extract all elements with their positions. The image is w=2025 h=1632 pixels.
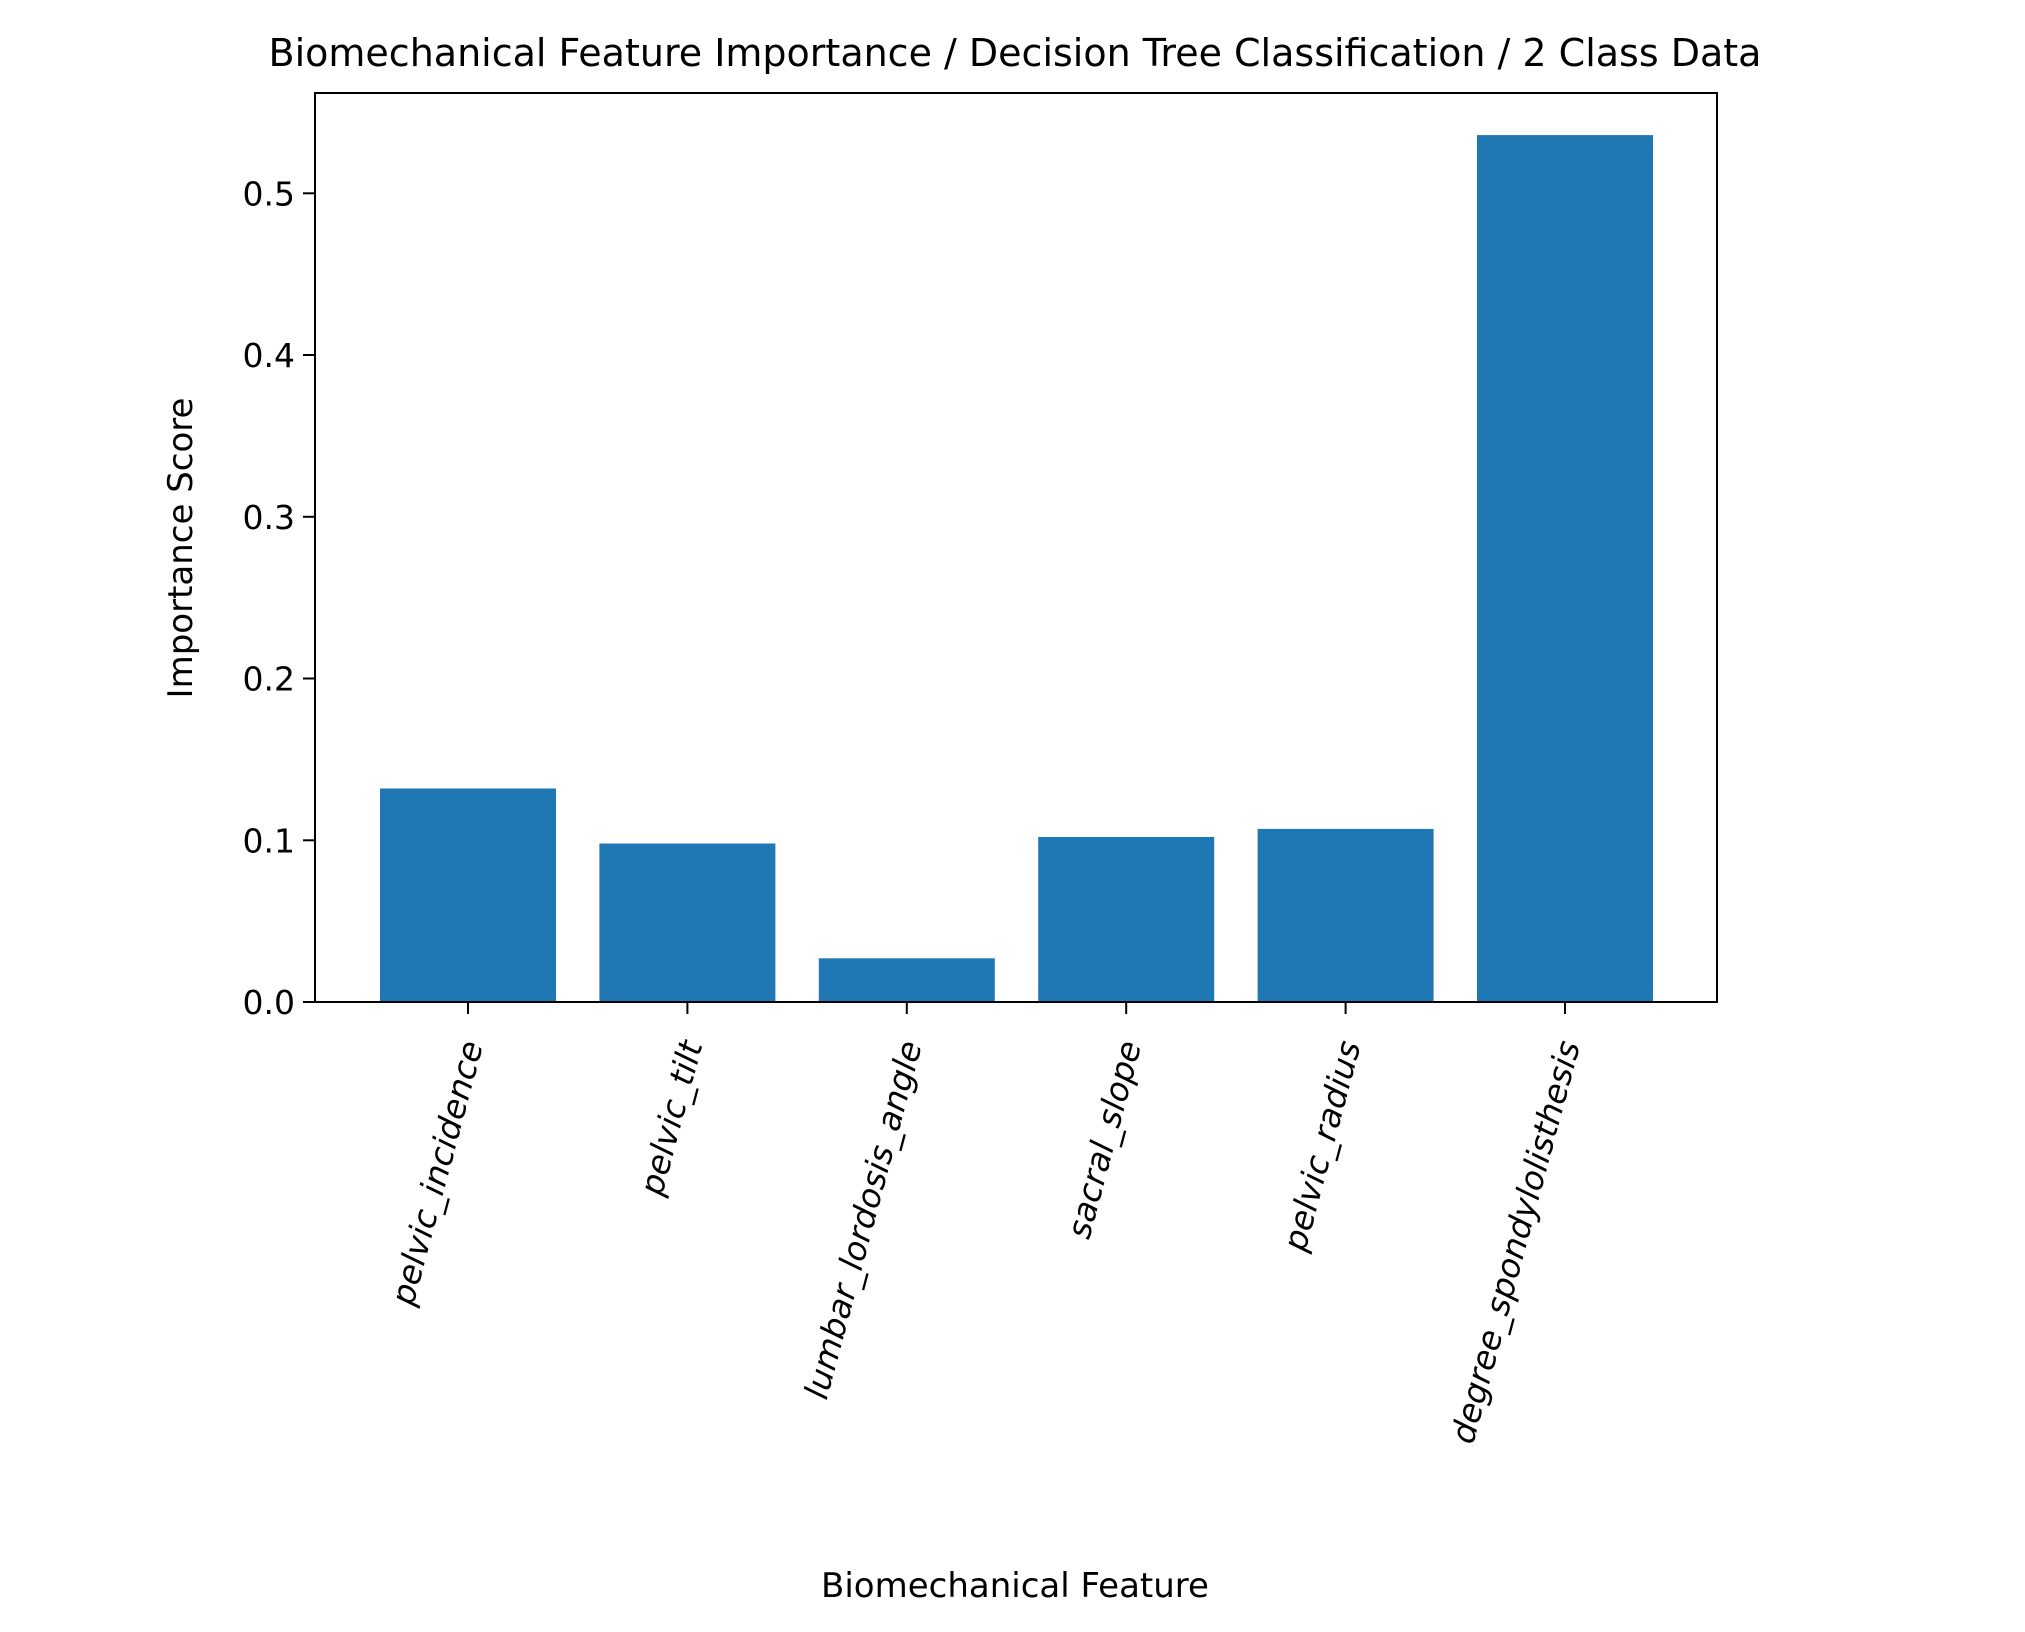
- x-tick-label-pelvic-tilt: pelvic_tilt: [631, 1035, 710, 1200]
- chart-title: Biomechanical Feature Importance / Decis…: [269, 31, 1762, 75]
- x-tick-label-sacral-slope: sacral_slope: [1059, 1036, 1149, 1242]
- bar-lumbar-lordosis-angle: [818, 958, 995, 1002]
- bar-pelvic-incidence: [380, 788, 556, 1002]
- y-tick-label: 0.2: [243, 660, 295, 699]
- x-tick-label-pelvic-incidence: pelvic_incidence: [383, 1036, 491, 1310]
- x-tick-label-pelvic-radius: pelvic_radius: [1275, 1036, 1369, 1255]
- y-tick-label: 0.5: [243, 174, 295, 213]
- plot-frame: [314, 92, 1718, 1003]
- y-axis-ticks: 0.0 0.1 0.2 0.3 0.4 0.5: [243, 174, 315, 1022]
- y-tick-label: 0.0: [243, 983, 295, 1022]
- x-tick-label-lumbar-lordosis-angle: lumbar_lordosis_angle: [796, 1036, 929, 1403]
- x-axis-ticks: pelvic_incidence pelvic_tilt lumbar_lordos…: [383, 1002, 1588, 1448]
- bar-pelvic-radius: [1257, 828, 1434, 1002]
- y-tick-label: 0.1: [243, 821, 295, 860]
- bar-sacral-slope: [1038, 837, 1215, 1002]
- bar-degree-spondylolisthesis: [1477, 135, 1653, 1003]
- y-tick-label: 0.3: [243, 498, 295, 537]
- x-axis-label: Biomechanical Feature: [821, 1566, 1209, 1606]
- x-tick-label-degree-spondylolisthesis: degree_spondylolisthesis: [1443, 1036, 1588, 1447]
- bar-pelvic-tilt: [599, 843, 776, 1002]
- y-axis-label: Importance Score: [161, 398, 201, 699]
- bars-group: [380, 135, 1653, 1003]
- y-tick-label: 0.4: [243, 336, 295, 375]
